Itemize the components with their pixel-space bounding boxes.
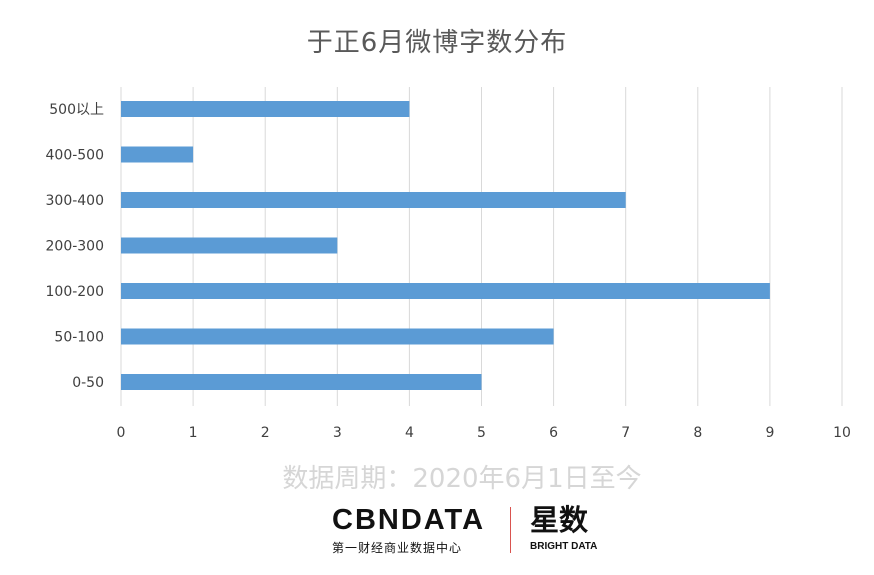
x-tick-label: 7 [621,425,630,441]
bright-data-logo-text: 星数 [530,503,589,537]
bright-data-logo: 星数 BRIGHT DATA [530,505,630,552]
bar-chart: 500以上 400-500 300-400 200-300 100-200 50-100 0… [46,87,851,441]
x-tick-label: 10 [833,425,851,441]
y-tick-label: 100-200 [46,284,105,300]
x-tick-label: 3 [333,425,342,441]
x-tick-labels: 0 1 2 3 4 5 6 7 8 9 10 [117,425,851,441]
y-tick-label: 400-500 [46,148,105,164]
x-tick-label: 5 [477,425,486,441]
x-tick-label: 0 [117,425,126,441]
bright-data-logo-subtitle: BRIGHT DATA [530,541,598,552]
bar-400-500 [121,146,194,163]
cbndata-logo-text: CBNDATA [332,504,486,536]
x-tick-label: 6 [549,425,558,441]
y-tick-label: 300-400 [46,193,105,209]
x-tick-label: 9 [765,425,774,441]
bar-500以上 [121,101,410,117]
bars [121,101,770,390]
y-tick-labels: 500以上 400-500 300-400 200-300 100-200 50-100 0… [46,102,105,391]
bar-50-100 [121,328,554,345]
x-tick-label: 2 [261,425,270,441]
brand-footer: CBNDATA 第一财经商业数据中心 星数 BRIGHT DATA [332,505,622,557]
cbndata-logo: CBNDATA 第一财经商业数据中心 [332,505,497,556]
brand-divider [510,507,511,553]
y-tick-label: 500以上 [49,102,104,118]
x-tick-label: 4 [405,425,414,441]
cbndata-logo-subtitle: 第一财经商业数据中心 [332,541,463,555]
bar-0-50 [121,374,482,390]
bar-300-400 [121,192,626,208]
data-period-caption: 数据周期：2020年6月1日至今 [282,464,642,494]
y-tick-label: 200-300 [46,239,105,255]
y-tick-label: 50-100 [54,330,104,346]
bar-100-200 [121,283,770,299]
x-tick-label: 1 [189,425,198,441]
y-tick-label: 0-50 [72,375,104,391]
bar-200-300 [121,237,338,254]
x-tick-label: 8 [693,425,702,441]
chart-title: 于正6月微博字数分布 [306,28,568,58]
